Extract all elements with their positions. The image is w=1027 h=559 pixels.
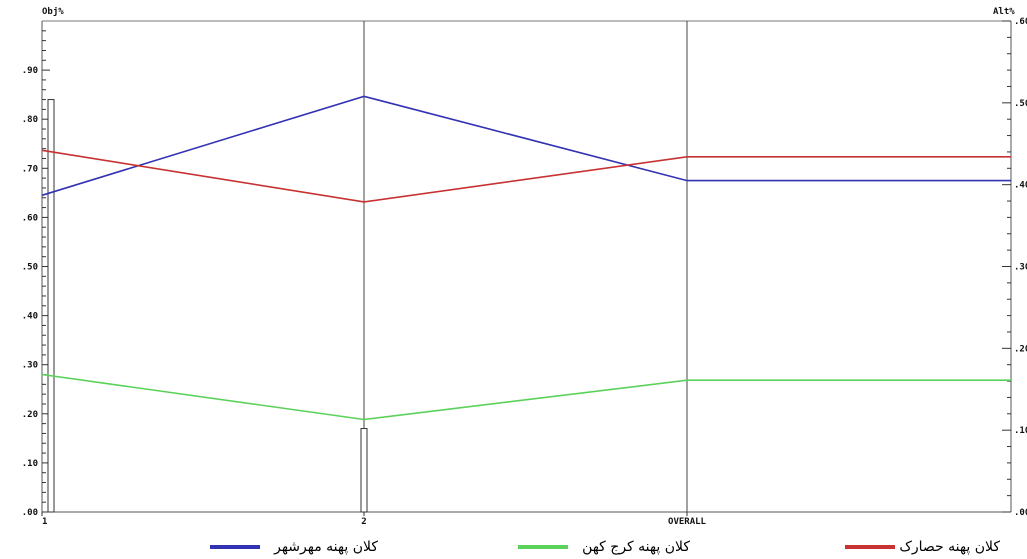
legend-swatch-2 [845,545,896,549]
series-line-0 [41,95,1011,197]
right-tick-label: .40 [1014,181,1027,191]
series-line-1 [41,373,1011,421]
bar-1 [47,99,55,513]
bars [47,99,368,513]
category-label-0: 1 [42,517,47,527]
right-tick-label: .10 [1014,426,1027,436]
legend-label-2: کلان پهنه حصارک [899,539,1000,555]
legend-swatch-0 [210,545,261,549]
right-tick-label: .60 [1014,17,1027,27]
left-axis-title: Obj% [42,6,64,17]
right-axis-title: Alt% [993,7,1015,17]
left-tick-label: .20 [22,410,38,420]
right-tick-label: .30 [1014,263,1027,273]
right-tick-label: .00 [1014,508,1027,518]
legend-item-1: کلان پهنه کرج کهن [470,536,690,558]
left-tick-label: .90 [22,66,38,76]
plot-frame [41,20,1012,513]
category-dividers [363,21,688,512]
left-tick-label: .00 [22,508,38,518]
series-lines [41,95,1011,421]
legend-item-0: کلان پهنه مهرشهر [128,536,378,558]
right-tick-label: .20 [1014,344,1027,354]
left-tick-label: .40 [22,312,38,322]
category-labels: 1 2 OVERALL [42,517,707,527]
series-line-2 [41,149,1011,203]
legend-item-2: کلان پهنه حصارک [690,536,1000,558]
legend-label-0: کلان پهنه مهرشهر [274,539,378,555]
left-tick-label: .50 [22,263,38,273]
category-label-1: 2 [361,517,366,527]
axis-ticks: .00 .10 .20 .30 .40 .50 .60 .70 .80 .90 .00 .10 .20.… [22,17,1027,518]
category-label-2: OVERALL [668,517,707,527]
left-tick-label: .30 [22,361,38,371]
bar-2 [360,428,368,513]
legend-swatch-1 [518,545,569,549]
legend-label-1: کلان پهنه کرج کهن [582,539,690,555]
left-tick-label: .10 [22,459,38,469]
right-tick-label: .50 [1014,99,1027,109]
left-tick-label: .70 [22,164,38,174]
left-tick-label: .60 [22,213,38,223]
left-tick-label: .80 [22,115,38,125]
